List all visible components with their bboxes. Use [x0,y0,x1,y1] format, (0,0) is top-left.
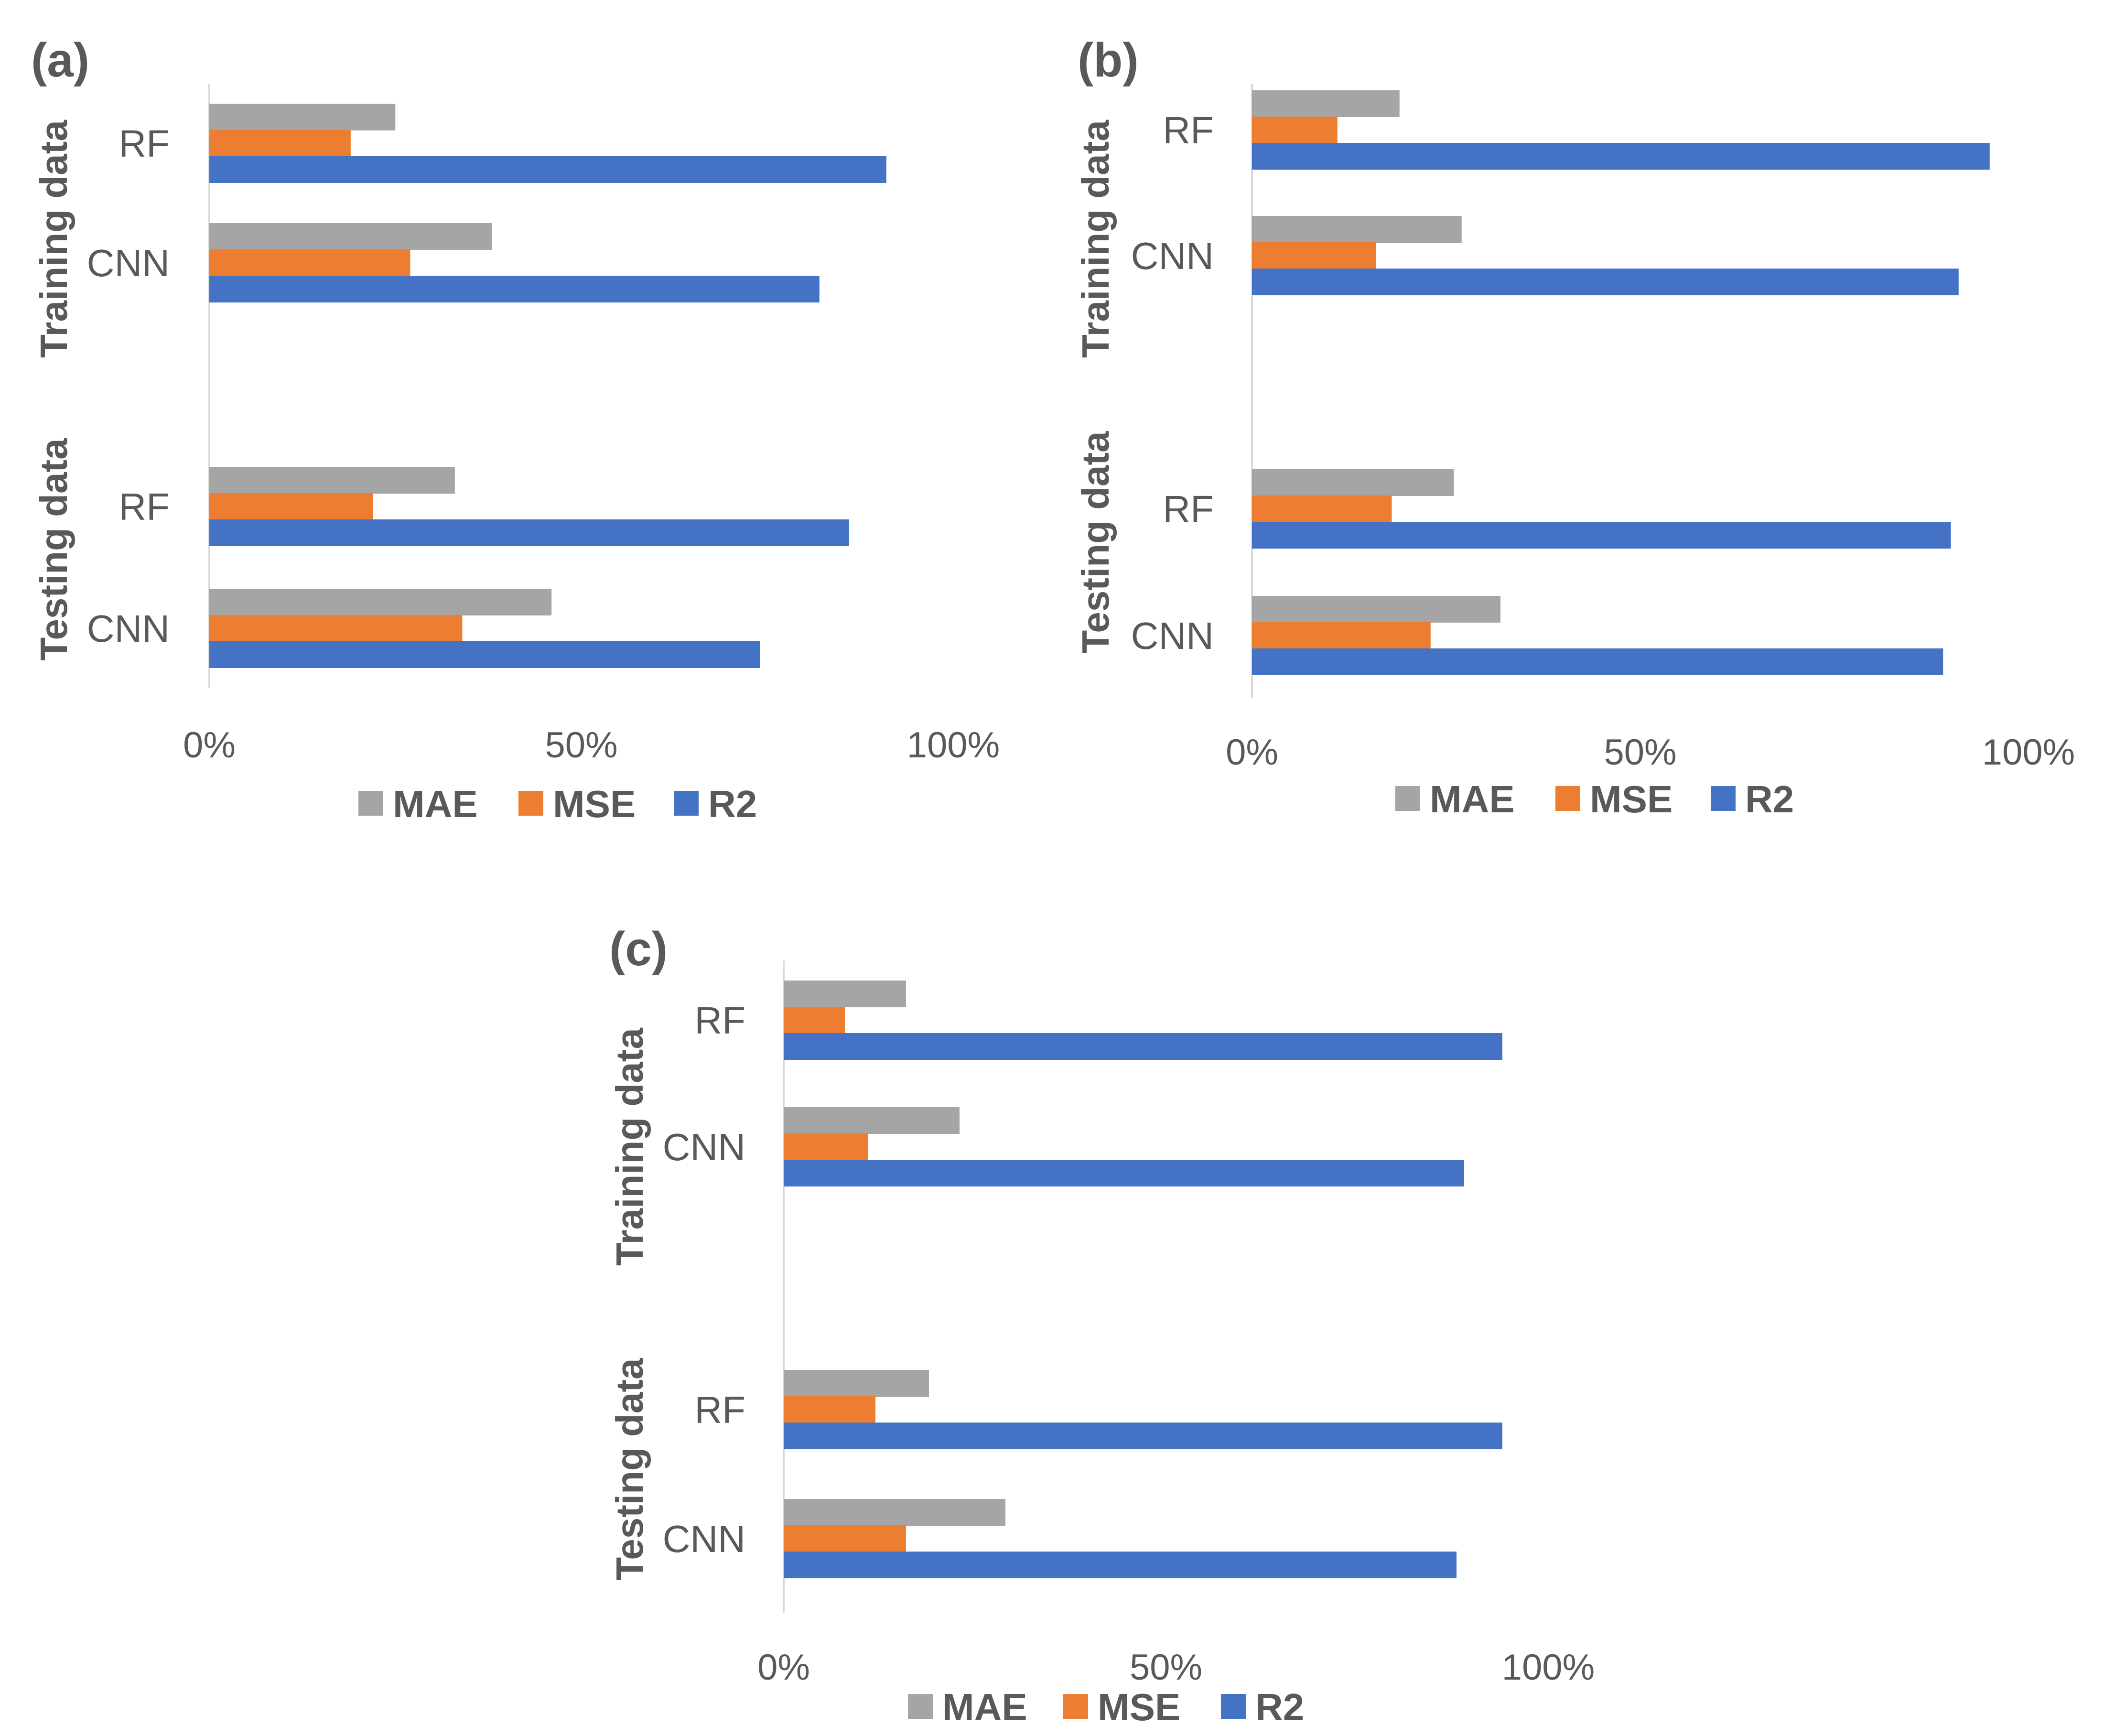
x-tick-label: 50% [1130,1647,1202,1688]
category-label: RF [694,999,745,1042]
bar-mse-testing-cnn [209,615,463,642]
bar-mse-training-rf [209,130,351,157]
panel-label: (c) [609,922,668,976]
x-tick-label: 100% [907,725,1000,766]
legend-swatch-mae [1395,786,1420,811]
bar-mae-testing-rf [1252,469,1454,496]
bar-mse-training-rf [1252,117,1338,143]
x-tick-label: 100% [1502,1647,1595,1688]
bar-mse-training-cnn [1252,242,1376,269]
legend-label-mae: MAE [1430,778,1515,820]
bar-mae-testing-cnn [784,1499,1005,1526]
bar-mse-testing-cnn [784,1525,906,1552]
panel-label: (b) [1078,33,1139,87]
bar-mse-training-cnn [784,1133,868,1160]
legend-swatch-r2 [1221,1694,1246,1719]
bar-mae-training-rf [1252,90,1400,117]
group-label: Testing data [1074,431,1117,654]
bar-mae-testing-cnn [1252,596,1500,623]
bar-mse-training-cnn [209,249,410,276]
legend-label-mse: MSE [553,783,636,825]
bar-mae-testing-rf [209,467,455,494]
category-label: RF [119,122,170,165]
category-label: CNN [663,1518,745,1560]
category-label: CNN [663,1126,745,1168]
legend-swatch-mae [908,1694,933,1719]
legend-swatch-mse [1555,786,1580,811]
bar-mae-training-rf [209,104,396,130]
bar-r2-training-cnn [784,1160,1464,1186]
x-tick-label: 0% [757,1647,810,1688]
chart-panel-a: (a) RF CNN Training data RF CNN Testing data 0%… [31,33,1000,825]
bar-r2-training-rf [784,1033,1502,1060]
legend-swatch-r2 [674,791,699,816]
bar-mse-testing-rf [209,493,373,520]
legend-label-r2: R2 [708,783,757,825]
bar-r2-testing-rf [1252,522,1951,549]
legend-label-mae: MAE [393,783,478,825]
x-tick-label: 0% [183,725,236,766]
bar-r2-testing-cnn [1252,648,1943,675]
legend-label-mse: MSE [1590,778,1672,820]
group-label: Training data [608,1028,651,1266]
bar-r2-testing-rf [209,519,850,546]
bar-mae-testing-rf [784,1370,929,1397]
x-tick-label: 100% [1982,732,2075,773]
group-label: Training data [32,120,75,358]
bar-r2-testing-cnn [784,1552,1457,1578]
bar-r2-training-cnn [1252,269,1959,295]
legend-label-r2: R2 [1745,778,1794,820]
legend-swatch-r2 [1711,786,1736,811]
group-label: Testing data [608,1358,651,1581]
category-label: RF [1163,109,1214,151]
bar-r2-training-cnn [209,276,820,302]
category-label: CNN [1131,235,1214,277]
bar-r2-testing-rf [784,1423,1502,1449]
category-label: CNN [87,242,170,284]
bar-r2-training-rf [1252,143,1990,170]
category-label: RF [694,1389,745,1431]
x-tick-label: 50% [1604,732,1676,773]
legend-swatch-mse [518,791,543,816]
legend-label-mae: MAE [942,1686,1027,1728]
bar-mae-training-rf [784,981,906,1007]
x-tick-label: 0% [1226,732,1278,773]
category-label: RF [1163,488,1214,530]
chart-panel-c: (c) RF CNN Training data RF CNN Testing data 0%… [608,922,1595,1728]
category-label: CNN [1131,615,1214,657]
bar-mae-training-cnn [784,1107,960,1134]
chart-panel-b: (b) RF CNN Training data RF CNN Testing data 0%… [1074,33,2075,820]
group-label: Testing data [32,438,75,661]
legend-swatch-mae [358,791,383,816]
panel-label: (a) [31,33,89,87]
category-label: RF [119,485,170,528]
x-tick-label: 50% [545,725,617,766]
bar-mse-testing-cnn [1252,622,1431,649]
legend-label-mse: MSE [1098,1686,1180,1728]
legend-label-r2: R2 [1255,1686,1304,1728]
category-label: CNN [87,607,170,650]
bar-r2-training-rf [209,156,886,183]
legend-swatch-mse [1063,1694,1088,1719]
group-label: Training data [1074,120,1117,358]
bar-mae-training-cnn [209,223,492,250]
bar-mae-training-cnn [1252,216,1462,243]
bar-mse-testing-rf [1252,496,1392,522]
bar-mse-training-rf [784,1007,845,1034]
bar-mae-testing-cnn [209,589,552,615]
bar-mse-testing-rf [784,1396,875,1423]
bar-r2-testing-cnn [209,641,760,668]
